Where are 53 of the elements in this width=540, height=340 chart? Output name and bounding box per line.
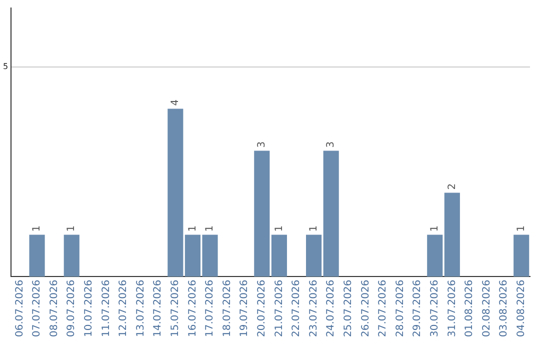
data-label: 1 xyxy=(66,225,78,232)
x-tick-label: 10.07.2026 xyxy=(84,280,95,338)
x-tick-label: 25.07.2026 xyxy=(342,280,354,338)
x-tick-label: 04.08.2026 xyxy=(516,280,527,338)
x-tick-label: 17.07.2026 xyxy=(204,280,216,338)
data-label: 3 xyxy=(256,141,268,148)
data-label: 4 xyxy=(170,99,182,106)
x-tick-label: 22.07.2026 xyxy=(291,280,302,338)
data-label: 2 xyxy=(446,183,458,190)
x-tick-label: 31.07.2026 xyxy=(446,280,458,338)
x-tick-label: 23.07.2026 xyxy=(308,280,320,338)
bar xyxy=(427,234,443,277)
bar xyxy=(306,234,322,277)
x-tick-label: 19.07.2026 xyxy=(239,280,250,338)
data-label: 1 xyxy=(516,225,527,232)
x-tick-label: 21.07.2026 xyxy=(274,280,285,338)
x-tick-label: 15.07.2026 xyxy=(170,280,182,338)
x-tick-label: 06.07.2026 xyxy=(14,280,26,338)
x-tick-label: 18.07.2026 xyxy=(222,280,233,338)
data-label: 3 xyxy=(326,141,337,148)
data-label: 1 xyxy=(429,225,440,232)
x-tick-label: 02.08.2026 xyxy=(481,280,492,338)
bar xyxy=(444,192,460,277)
x-tick-label: 14.07.2026 xyxy=(152,280,164,338)
data-label: 1 xyxy=(187,225,198,232)
data-label: 1 xyxy=(308,225,320,232)
x-tick-label: 08.07.2026 xyxy=(48,280,60,338)
bar xyxy=(29,234,45,277)
x-tick-label: 24.07.2026 xyxy=(326,280,337,338)
x-tick-label: 03.08.2026 xyxy=(498,280,510,338)
x-tick-label: 11.07.2026 xyxy=(100,280,112,338)
bar xyxy=(323,150,339,277)
bar xyxy=(254,150,270,277)
x-tick-label: 30.07.2026 xyxy=(429,280,440,338)
data-label: 1 xyxy=(32,225,43,232)
x-tick-label: 28.07.2026 xyxy=(394,280,406,338)
x-tick-label: 13.07.2026 xyxy=(135,280,146,338)
x-tick-label: 12.07.2026 xyxy=(118,280,130,338)
x-tick-label: 01.08.2026 xyxy=(464,280,476,338)
bar xyxy=(64,234,80,277)
data-label: 1 xyxy=(204,225,216,232)
x-tick-label: 26.07.2026 xyxy=(360,280,372,338)
x-tick-label: 20.07.2026 xyxy=(256,280,268,338)
x-tick-label: 07.07.2026 xyxy=(32,280,43,338)
bar xyxy=(271,234,287,277)
bar xyxy=(168,108,184,277)
x-tick-label: 16.07.2026 xyxy=(187,280,198,338)
bar xyxy=(514,234,530,277)
x-tick-label: 29.07.2026 xyxy=(412,280,424,338)
x-tick-label: 09.07.2026 xyxy=(66,280,78,338)
x-tick-label: 27.07.2026 xyxy=(378,280,389,338)
y-tick-label: 5 xyxy=(2,62,8,71)
data-label: 1 xyxy=(274,225,285,232)
